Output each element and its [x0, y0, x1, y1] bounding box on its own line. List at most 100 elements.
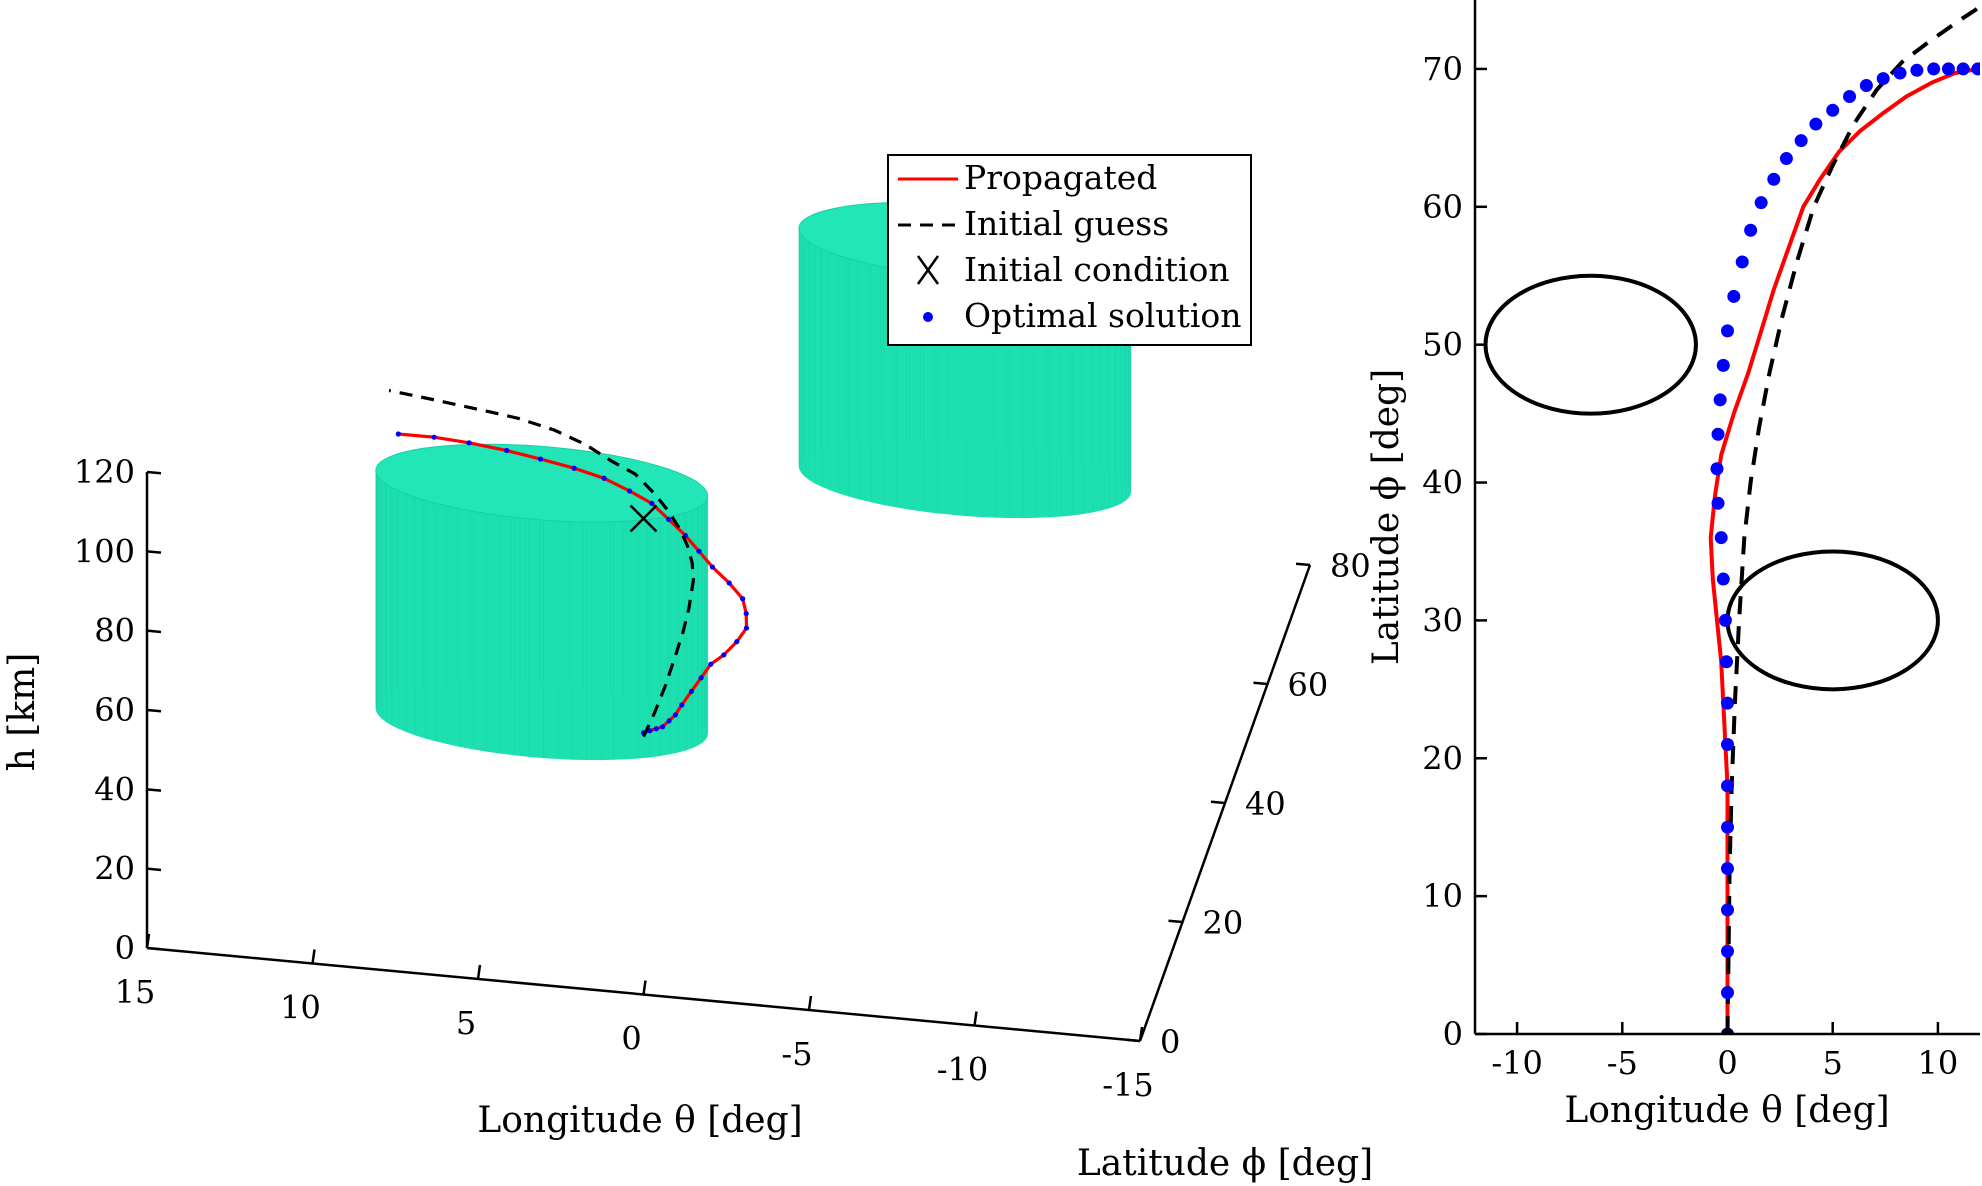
- optimal-solution-point-3d: [734, 639, 740, 645]
- x-tick-label-3d: -5: [781, 1035, 812, 1073]
- cylinder-obstacle-2: [375, 443, 709, 761]
- optimal-solution-point-3d: [698, 675, 704, 681]
- y-tick-label-3d: 60: [1288, 666, 1329, 704]
- optimal-solution-point: [1713, 393, 1727, 407]
- optimal-solution-point: [1721, 696, 1734, 710]
- x-tick-label-top: 10: [1918, 1044, 1959, 1082]
- optimal-solution-point-3d: [679, 702, 685, 708]
- optimal-solution-point: [1721, 324, 1734, 338]
- x-tick-label-top: 5: [1823, 1044, 1843, 1082]
- z-tick: [146, 550, 162, 554]
- y-ticks-3d: 0 20 40 60 80: [1125, 547, 1371, 1061]
- y-tick-3d: [1295, 562, 1311, 567]
- optimal-solution-point-3d: [743, 625, 750, 631]
- plot-top-view: -10 -5 0 5 10 0 10 20 30 40 50 60 70 Longitude θ [de…: [1366, 0, 1980, 1131]
- z-tick-label: 60: [94, 691, 135, 729]
- y-axis-label-top: Latitude ϕ [deg]: [1366, 369, 1407, 665]
- optimal-solution-point: [1716, 572, 1730, 586]
- optimal-solution-point: [1826, 103, 1840, 117]
- y-tick-3d: [1253, 681, 1268, 686]
- z-tick-label: 40: [94, 770, 135, 808]
- optimal-solution-point: [1767, 172, 1781, 186]
- top-view-ticks: -10 -5 0 5 10 0 10 20 30 40 50 60 70: [1422, 50, 1958, 1082]
- top-view-content: [1483, 4, 1980, 1034]
- legend-optimal-solution-marker: [923, 312, 933, 322]
- optimal-solution-point: [1843, 90, 1857, 104]
- y-axis-label-3d: Latitude ϕ [deg]: [1077, 1143, 1373, 1184]
- optimal-solution-point: [1876, 72, 1890, 86]
- optimal-solution-point: [1721, 737, 1734, 751]
- optimal-solution-point: [1711, 427, 1725, 441]
- y-tick-label-3d: 40: [1245, 785, 1286, 823]
- legend: Propagated Initial guess Initial conditi…: [887, 154, 1252, 346]
- optimal-solution-point: [1710, 462, 1724, 476]
- legend-optimal-solution-label: Optimal solution: [964, 296, 1242, 335]
- trajectory-3d: [388, 388, 750, 738]
- initial-condition-marker-3d: [629, 504, 658, 533]
- optimal-solution-point: [1956, 62, 1970, 76]
- x-axis-label-3d: Longitude θ [deg]: [477, 1100, 802, 1141]
- z-tick-label: 20: [94, 850, 135, 888]
- optimal-solution-point: [1744, 223, 1758, 237]
- optimal-solution-point-3d: [708, 661, 714, 667]
- optimal-solution-point: [1809, 117, 1823, 131]
- optimal-solution-point: [1893, 66, 1907, 80]
- axes-3d: 0 20 40 60 80 100 120 15 10 5 0 -5 -10 -15 0 20 40 60 80: [74, 453, 1371, 1104]
- optimal-solution-point: [1721, 862, 1734, 876]
- optimal-solution-point: [1721, 986, 1734, 1000]
- optimal-solution-point-3d: [649, 500, 655, 506]
- x-tick-3d: [973, 1011, 978, 1026]
- optimal-solution-point: [1721, 820, 1734, 834]
- y-tick-label-top: 70: [1422, 50, 1463, 88]
- optimal-solution-point: [1718, 613, 1732, 627]
- optimal-solution-point: [1711, 496, 1725, 510]
- y-tick-label-3d: 0: [1160, 1023, 1180, 1061]
- optimal-solution-point-3d: [466, 440, 472, 446]
- z-tick: [146, 708, 162, 713]
- optimal-solution-point: [1754, 196, 1768, 210]
- z-tick: [146, 946, 162, 951]
- propagated-line-top: [1708, 66, 1979, 1034]
- x-tick-label-top: -5: [1607, 1044, 1638, 1082]
- optimal-solution-point: [1971, 62, 1980, 76]
- z-ticks: 0 20 40 60 80 100 120: [74, 453, 162, 967]
- optimal-solution-point: [1779, 152, 1793, 166]
- optimal-solution-point-3d: [660, 724, 666, 730]
- optimal-solution-point: [1721, 779, 1734, 793]
- optimal-solution-point: [1721, 903, 1734, 917]
- x-tick-3d: [145, 933, 151, 949]
- optimal-solution-point-3d: [571, 465, 577, 471]
- z-tick: [146, 629, 162, 634]
- x-tick-label-top: 0: [1717, 1044, 1737, 1082]
- x-tick-3d: [642, 980, 647, 995]
- y-tick-3d: [1125, 1038, 1141, 1043]
- optimal-solution-point-3d: [696, 548, 702, 554]
- optimal-solution-point-3d: [537, 456, 544, 462]
- y-tick-label-top: 40: [1422, 464, 1463, 502]
- x-tick-label-3d: 0: [621, 1020, 641, 1058]
- optimal-solution-point: [1714, 531, 1728, 545]
- z-tick-label: 0: [115, 929, 135, 967]
- optimal-solution-point-3d: [672, 712, 678, 718]
- optimal-solution-point-3d: [504, 447, 510, 454]
- y-tick-label-3d: 80: [1330, 547, 1371, 585]
- legend-initial-condition-label: Initial condition: [964, 250, 1230, 289]
- optimal-solution-point: [1735, 255, 1749, 269]
- legend-initial-guess-label: Initial guess: [964, 204, 1169, 243]
- legend-propagated-label: Propagated: [964, 158, 1157, 197]
- optimal-solution-point-3d: [653, 726, 659, 732]
- optimal-solution-point: [1719, 655, 1733, 669]
- optimal-solution-point: [1859, 78, 1873, 92]
- svg-text:Latitude ϕ [deg]: Latitude ϕ [deg]: [1366, 369, 1407, 665]
- z-axis-label: h [km]: [2, 653, 43, 772]
- z-tick: [146, 470, 162, 475]
- x-tick-label-3d: 10: [280, 989, 321, 1027]
- y-tick-3d: [1210, 800, 1226, 805]
- x-tick-3d: [807, 995, 813, 1011]
- optimal-solution-point-3d: [627, 488, 633, 494]
- optimal-solution-point-3d: [743, 610, 749, 617]
- y-tick-label-top: 0: [1443, 1015, 1463, 1053]
- optimal-solution-point-3d: [666, 516, 672, 523]
- optimal-solution-point: [1927, 62, 1941, 76]
- y-tick-label-3d: 20: [1203, 904, 1244, 942]
